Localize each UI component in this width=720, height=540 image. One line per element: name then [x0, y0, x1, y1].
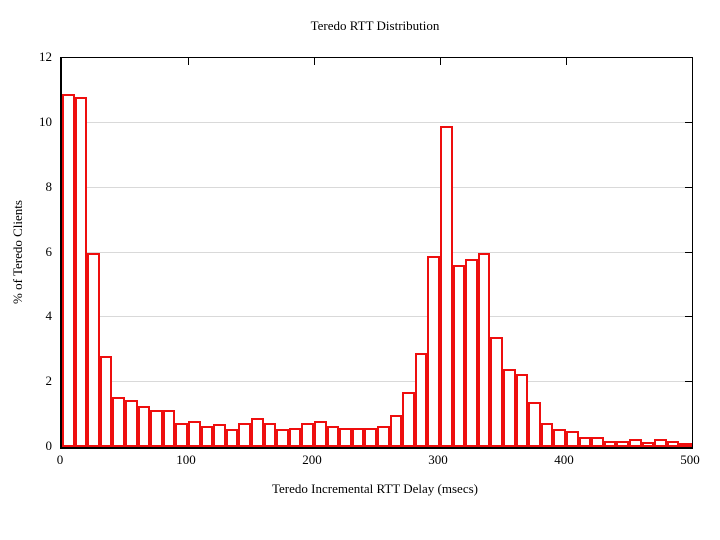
histogram-bar	[603, 440, 617, 447]
histogram-bar	[440, 126, 453, 447]
y-tick-label: 0	[45, 438, 53, 453]
y-tick-label: 8	[45, 178, 53, 194]
histogram-bar	[666, 440, 680, 447]
y-tick-label: 6	[45, 243, 53, 259]
y-tick-label: 12	[39, 49, 52, 64]
gridline	[62, 381, 692, 383]
histogram-bar	[629, 438, 642, 447]
x-tick-label: 400	[554, 452, 574, 467]
histogram-bar	[377, 425, 390, 447]
histogram-bar	[112, 396, 125, 447]
histogram-bar	[540, 422, 554, 447]
histogram-bar	[364, 427, 377, 447]
y-tick-label: 4	[45, 308, 53, 324]
histogram-bar	[578, 437, 592, 447]
y-tick-label: 2	[45, 373, 53, 389]
gridline	[62, 251, 692, 253]
y-axis-tick	[685, 316, 692, 318]
histogram-bar	[137, 406, 151, 447]
histogram-bar	[490, 336, 503, 447]
histogram-bar	[301, 422, 314, 447]
histogram-bar	[654, 438, 667, 447]
y-tick-label: 10	[39, 113, 52, 129]
histogram-bar	[339, 427, 352, 447]
histogram-bar	[351, 427, 365, 447]
y-axis-tick	[685, 186, 692, 188]
x-tick-label: 500	[680, 452, 700, 467]
x-axis-tick	[440, 58, 441, 65]
y-axis-tick	[685, 381, 692, 383]
histogram-bar	[326, 425, 340, 447]
histogram-bar	[276, 429, 289, 447]
chart-title: Teredo RTT Distribution	[310, 18, 440, 33]
histogram-bar	[477, 252, 491, 447]
histogram-bar	[389, 414, 403, 447]
histogram-bar	[503, 369, 516, 447]
x-tick-label: 200	[302, 452, 322, 467]
x-tick-label: 300	[428, 452, 448, 467]
histogram-bar	[314, 421, 327, 447]
histogram-bar	[150, 409, 163, 447]
histogram-bar	[175, 422, 188, 447]
x-axis-tick	[314, 58, 315, 65]
histogram-bar	[162, 409, 176, 447]
histogram-bar	[74, 96, 88, 447]
histogram-bar	[200, 425, 214, 447]
x-axis-tick	[188, 58, 189, 65]
histogram-bar	[591, 437, 604, 447]
histogram-bar	[452, 265, 466, 447]
x-axis-tick	[566, 58, 567, 65]
histogram-bar	[87, 252, 100, 447]
histogram-bar	[528, 401, 541, 447]
plot-area	[60, 57, 693, 449]
gridline	[62, 121, 692, 123]
histogram-bar	[288, 427, 302, 447]
histogram-bar	[641, 442, 655, 447]
x-tick-label: 100	[176, 452, 196, 467]
x-tick-label: 0	[56, 452, 64, 467]
histogram-bar	[515, 374, 529, 447]
histogram-bar	[99, 356, 113, 447]
histogram-bar	[553, 429, 566, 447]
histogram-bar	[263, 422, 277, 447]
histogram-bar	[125, 400, 138, 447]
histogram-bar	[213, 424, 226, 447]
gridline	[62, 316, 692, 318]
histogram-bar	[238, 422, 251, 447]
histogram-bar	[427, 255, 440, 447]
histogram-bar	[616, 440, 629, 447]
histogram-bar	[465, 258, 478, 447]
y-axis-tick	[685, 121, 692, 123]
histogram-bar	[402, 391, 415, 447]
gridline	[62, 186, 692, 188]
x-axis-label: Teredo Incremental RTT Delay (msecs)	[272, 481, 478, 496]
histogram-bar	[188, 421, 201, 447]
y-axis-tick	[685, 251, 692, 253]
histogram-bar	[566, 430, 579, 447]
histogram-bar	[251, 417, 264, 447]
histogram-bar	[414, 353, 428, 447]
histogram-bar	[225, 429, 239, 447]
histogram-bar	[679, 443, 692, 447]
histogram-bar	[62, 93, 75, 447]
